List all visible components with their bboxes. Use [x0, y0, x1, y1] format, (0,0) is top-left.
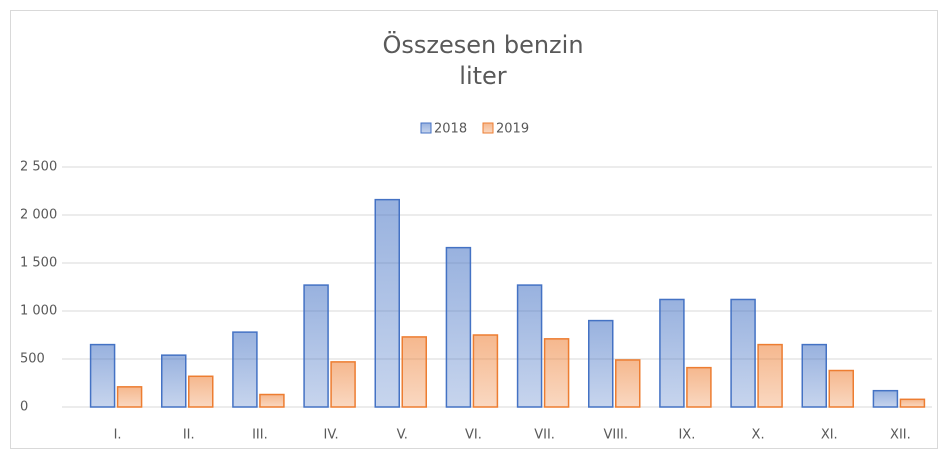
x-tick-label: VII.: [534, 428, 555, 443]
bar: [588, 319, 614, 408]
bar: [686, 366, 712, 408]
x-tick-label: II.: [183, 428, 195, 443]
bar: [89, 343, 116, 408]
x-tick-label: XII.: [890, 428, 911, 443]
bar: [615, 359, 641, 408]
bar: [828, 369, 854, 408]
bar: [259, 393, 285, 408]
x-tick-label: X.: [752, 428, 765, 443]
bar: [188, 375, 214, 408]
y-tick-label: 500: [20, 352, 45, 367]
bar: [659, 298, 685, 408]
x-tick-label: VI.: [465, 428, 482, 443]
legend-label: 2019: [496, 122, 529, 137]
legend-swatch: [482, 122, 494, 134]
y-tick-label: 0: [20, 400, 28, 415]
bar: [757, 343, 783, 408]
y-tick-label: 1 000: [20, 304, 57, 319]
bar: [730, 298, 756, 408]
x-tick-label: V.: [397, 428, 408, 443]
y-tick-label: 1 500: [20, 256, 57, 271]
bar: [872, 389, 899, 408]
y-tick-label: 2 000: [20, 208, 57, 223]
legend-swatch: [420, 122, 432, 134]
bar: [516, 284, 543, 408]
x-tick-label: III.: [252, 428, 268, 443]
x-tick-label: IV.: [323, 428, 338, 443]
chart-title: Összesen benzin: [382, 30, 583, 59]
bar: [543, 338, 570, 408]
x-tick-label: IX.: [678, 428, 695, 443]
bar: [303, 284, 329, 408]
bar: [801, 343, 827, 408]
chart-subtitle: liter: [459, 62, 507, 90]
x-tick-label: I.: [114, 428, 122, 443]
bar: [330, 361, 356, 408]
x-tick-label: XI.: [821, 428, 838, 443]
x-tick-label: VIII.: [603, 428, 628, 443]
bar: [116, 386, 143, 408]
legend-label: 2018: [434, 122, 467, 137]
bar: [472, 334, 499, 408]
bar: [401, 336, 427, 408]
bar: [899, 398, 926, 408]
bar: [445, 246, 472, 408]
bar: [161, 354, 187, 408]
bar: [232, 331, 258, 408]
y-tick-label: 2 500: [20, 160, 57, 175]
bar: [374, 198, 400, 408]
